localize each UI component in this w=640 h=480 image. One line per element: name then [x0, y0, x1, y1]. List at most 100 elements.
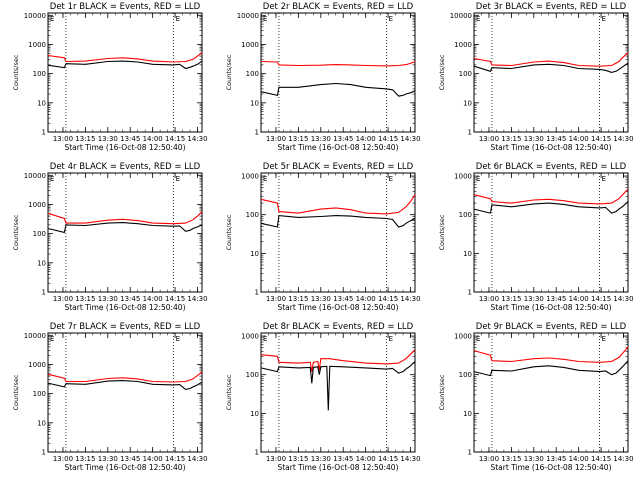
x-tick-label: 13:15: [75, 295, 95, 303]
x-tick-label: 13:45: [546, 455, 566, 463]
y-tick-label: 1: [42, 449, 46, 457]
x-tick-label: 14:15: [165, 135, 185, 143]
x-tick-label: 13:30: [524, 295, 544, 303]
x-tick-label: 13:30: [311, 455, 331, 463]
x-tick-label: 13:30: [98, 135, 118, 143]
plot-frame: [47, 172, 203, 293]
y-tick-label: 1: [42, 129, 46, 137]
y-tick-label: 10000: [237, 12, 259, 20]
x-tick-label: 13:00: [53, 295, 73, 303]
plot-frame: [47, 12, 203, 133]
lld-series-line: [473, 346, 629, 363]
detector-chart: Det 4r BLACK = Events, RED = LLD 1 10 100 10…: [12, 162, 208, 312]
x-tick-label: 13:00: [266, 455, 286, 463]
x-tick-label: 13:30: [524, 455, 544, 463]
y-axis-label: Counts/sec: [12, 374, 20, 410]
event-marker-label: E: [176, 335, 180, 343]
events-series-line: [473, 62, 629, 73]
x-tick-label: 14:30: [613, 295, 633, 303]
plot-frame: [473, 172, 629, 293]
y-tick-label: 1: [255, 449, 259, 457]
lld-series-line: [47, 52, 203, 63]
x-tick-label: 13:00: [479, 455, 499, 463]
events-series-line: [260, 82, 416, 97]
y-tick-label: 1: [255, 129, 259, 137]
y-tick-label: 100: [459, 70, 472, 78]
x-tick-label: 14:30: [187, 295, 207, 303]
y-tick-label: 1000: [241, 333, 259, 341]
y-tick-label: 1000: [454, 173, 472, 181]
event-marker-label: E: [176, 175, 180, 183]
events-series-line: [47, 60, 203, 70]
x-tick-label: 13:15: [501, 295, 521, 303]
detector-chart: Det 6r BLACK = Events, RED = LLD 1 10 100 10…: [438, 162, 634, 312]
chart-title: Det 5r BLACK = Events, RED = LLD: [263, 162, 414, 172]
y-tick-label: 100: [33, 230, 46, 238]
x-tick-label: 13:00: [53, 455, 73, 463]
event-marker-label: E: [389, 175, 393, 183]
chart-title: Det 3r BLACK = Events, RED = LLD: [476, 2, 627, 12]
event-marker-label: E: [602, 15, 606, 23]
y-tick-label: 10: [250, 410, 259, 418]
lld-series-line: [473, 188, 629, 205]
x-tick-label: 14:15: [165, 295, 185, 303]
event-marker-label: E: [602, 335, 606, 343]
y-tick-label: 10: [37, 99, 46, 107]
x-axis-label: Start Time (16-Oct-08 12:50:40): [64, 143, 185, 152]
y-axis-label: Counts/sec: [438, 54, 446, 90]
x-tick-label: 14:00: [356, 295, 376, 303]
y-tick-label: 1000: [28, 361, 46, 369]
y-tick-label: 1000: [454, 333, 472, 341]
y-tick-label: 10: [250, 250, 259, 258]
x-tick-label: 13:30: [311, 135, 331, 143]
y-tick-label: 100: [459, 371, 472, 379]
x-tick-label: 13:15: [501, 455, 521, 463]
x-axis-label: Start Time (16-Oct-08 12:50:40): [64, 303, 185, 312]
chart-title: Det 1r BLACK = Events, RED = LLD: [50, 2, 201, 12]
x-tick-label: 13:00: [479, 135, 499, 143]
chart-title: Det 6r BLACK = Events, RED = LLD: [476, 162, 627, 172]
y-axis-label: Counts/sec: [438, 374, 446, 410]
x-tick-label: 14:30: [400, 455, 420, 463]
event-marker-label: E: [389, 335, 393, 343]
y-tick-label: 1: [255, 289, 259, 297]
x-tick-label: 13:15: [288, 295, 308, 303]
event-marker-label: E: [50, 175, 54, 183]
y-tick-label: 100: [459, 211, 472, 219]
x-tick-label: 14:00: [569, 295, 589, 303]
x-axis-label: Start Time (16-Oct-08 12:50:40): [490, 143, 611, 152]
event-marker-label: E: [476, 175, 480, 183]
y-tick-label: 10000: [24, 172, 46, 180]
x-tick-label: 13:45: [333, 455, 353, 463]
lld-series-line: [47, 211, 203, 225]
x-axis-label: Start Time (16-Oct-08 12:50:40): [277, 143, 398, 152]
y-tick-label: 10: [463, 250, 472, 258]
x-tick-label: 14:00: [569, 455, 589, 463]
event-marker-label: E: [263, 15, 267, 23]
event-marker-label: E: [389, 15, 393, 23]
x-tick-label: 14:30: [400, 135, 420, 143]
x-tick-label: 13:15: [288, 455, 308, 463]
y-axis-label: Counts/sec: [438, 214, 446, 250]
x-tick-label: 13:45: [120, 135, 140, 143]
detector-chart: Det 7r BLACK = Events, RED = LLD 1 10 100 10…: [12, 322, 208, 472]
y-tick-label: 10000: [24, 332, 46, 340]
x-tick-label: 14:15: [591, 455, 611, 463]
detector-chart: Det 8r BLACK = Events, RED = LLD 1 10 100 10…: [225, 322, 421, 472]
x-tick-label: 13:15: [75, 135, 95, 143]
x-tick-label: 14:30: [187, 455, 207, 463]
x-tick-label: 13:30: [524, 135, 544, 143]
y-tick-label: 10: [37, 259, 46, 267]
x-tick-label: 13:45: [120, 455, 140, 463]
event-marker-label: E: [263, 335, 267, 343]
lld-series-line: [260, 60, 416, 67]
events-series-line: [260, 361, 416, 411]
detector-chart: Det 1r BLACK = Events, RED = LLD 1 10 100 10…: [12, 2, 208, 152]
x-axis-label: Start Time (16-Oct-08 12:50:40): [490, 303, 611, 312]
event-marker-label: E: [602, 175, 606, 183]
y-tick-label: 100: [33, 70, 46, 78]
x-tick-label: 13:30: [311, 295, 331, 303]
x-tick-label: 14:15: [378, 135, 398, 143]
plot-frame: [260, 332, 416, 453]
